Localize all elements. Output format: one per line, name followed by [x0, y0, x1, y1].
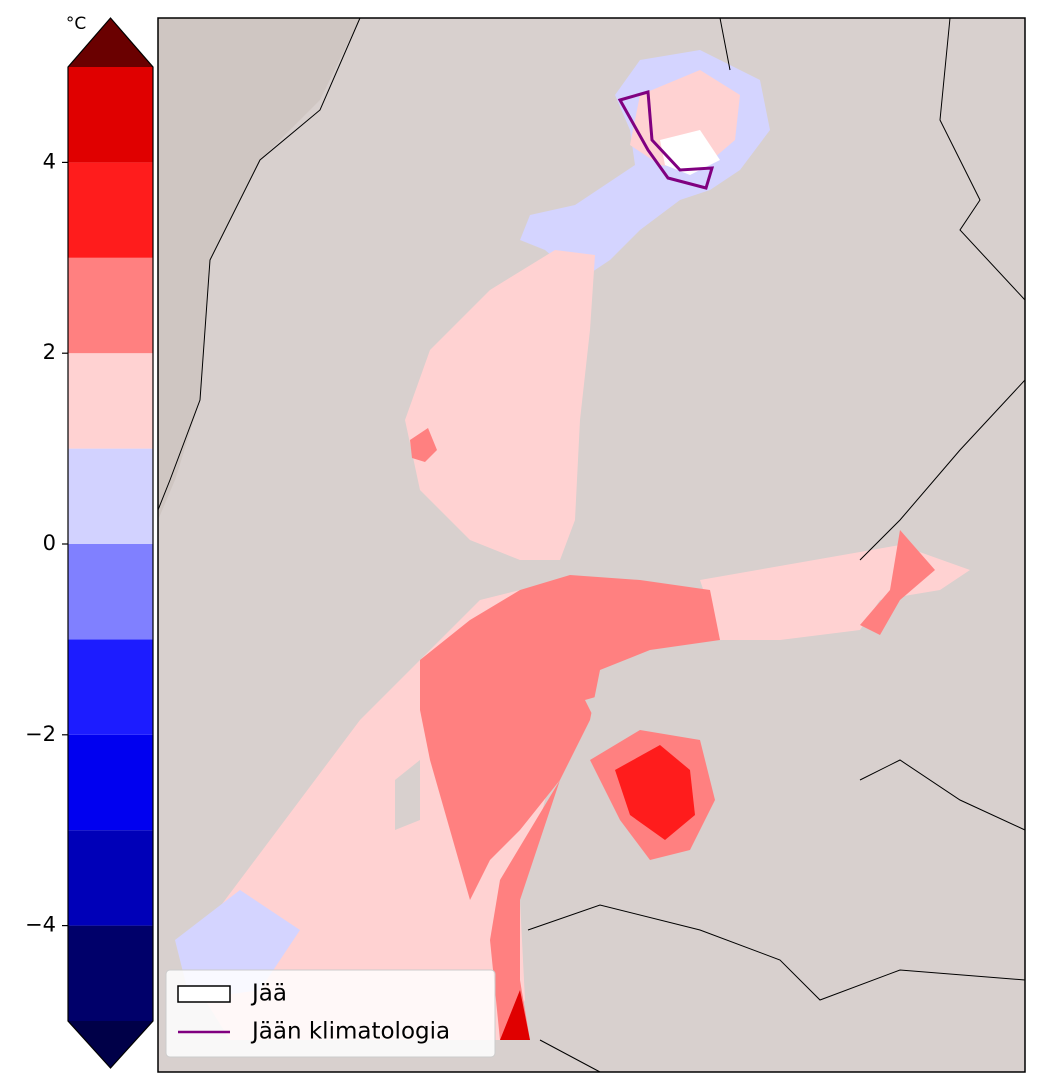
legend-label: Jää [250, 981, 287, 1007]
mountains [158, 18, 360, 520]
colorbar-segment [68, 925, 153, 1021]
colorbar-segment [68, 67, 153, 163]
colorbar-segment [68, 448, 153, 544]
warm-spot [410, 428, 437, 462]
colorbar-tick-label: 2 [43, 340, 56, 364]
central-baltic [420, 575, 720, 900]
colorbar-unit: °C [66, 14, 86, 34]
gulf-east [860, 530, 935, 635]
legend-swatch [177, 985, 231, 1003]
ice-climatology [617, 90, 715, 190]
legend-items: Jää Jään klimatologia [177, 981, 450, 1045]
colorbar-segment [68, 353, 153, 449]
colorbar-over [68, 18, 153, 67]
colorbar-under [68, 1021, 153, 1068]
colorbar-tick-label: −4 [25, 913, 56, 937]
colorbar-segment [68, 639, 153, 735]
colorbar-segment [68, 734, 153, 831]
legend-label: Jään klimatologia [250, 1019, 450, 1045]
colorbar-tick-label: 4 [43, 149, 56, 173]
colorbar-segment [68, 162, 153, 258]
legend: Jää Jään klimatologia [165, 969, 496, 1058]
colorbar-outline [67, 17, 154, 1069]
colorbar-segment [68, 544, 153, 640]
colorbar-tick-label: −2 [25, 722, 56, 746]
legend-box [165, 969, 496, 1058]
hot-spot [500, 990, 530, 1040]
map: Jää Jään klimatologia [157, 17, 1026, 1073]
colorbar: °C 4 2 0 −2 −4 [25, 14, 154, 1069]
map-frame [157, 17, 1026, 1073]
bothnian-sea [405, 250, 595, 560]
colorbar-segment [68, 257, 153, 354]
borders [157, 17, 1026, 1073]
coastal-warm [490, 780, 560, 1040]
colorbar-tick-label: 0 [43, 531, 56, 555]
gulf-of-riga [615, 745, 695, 840]
island [585, 690, 640, 730]
colorbar-segment [68, 830, 153, 926]
island [395, 760, 420, 830]
